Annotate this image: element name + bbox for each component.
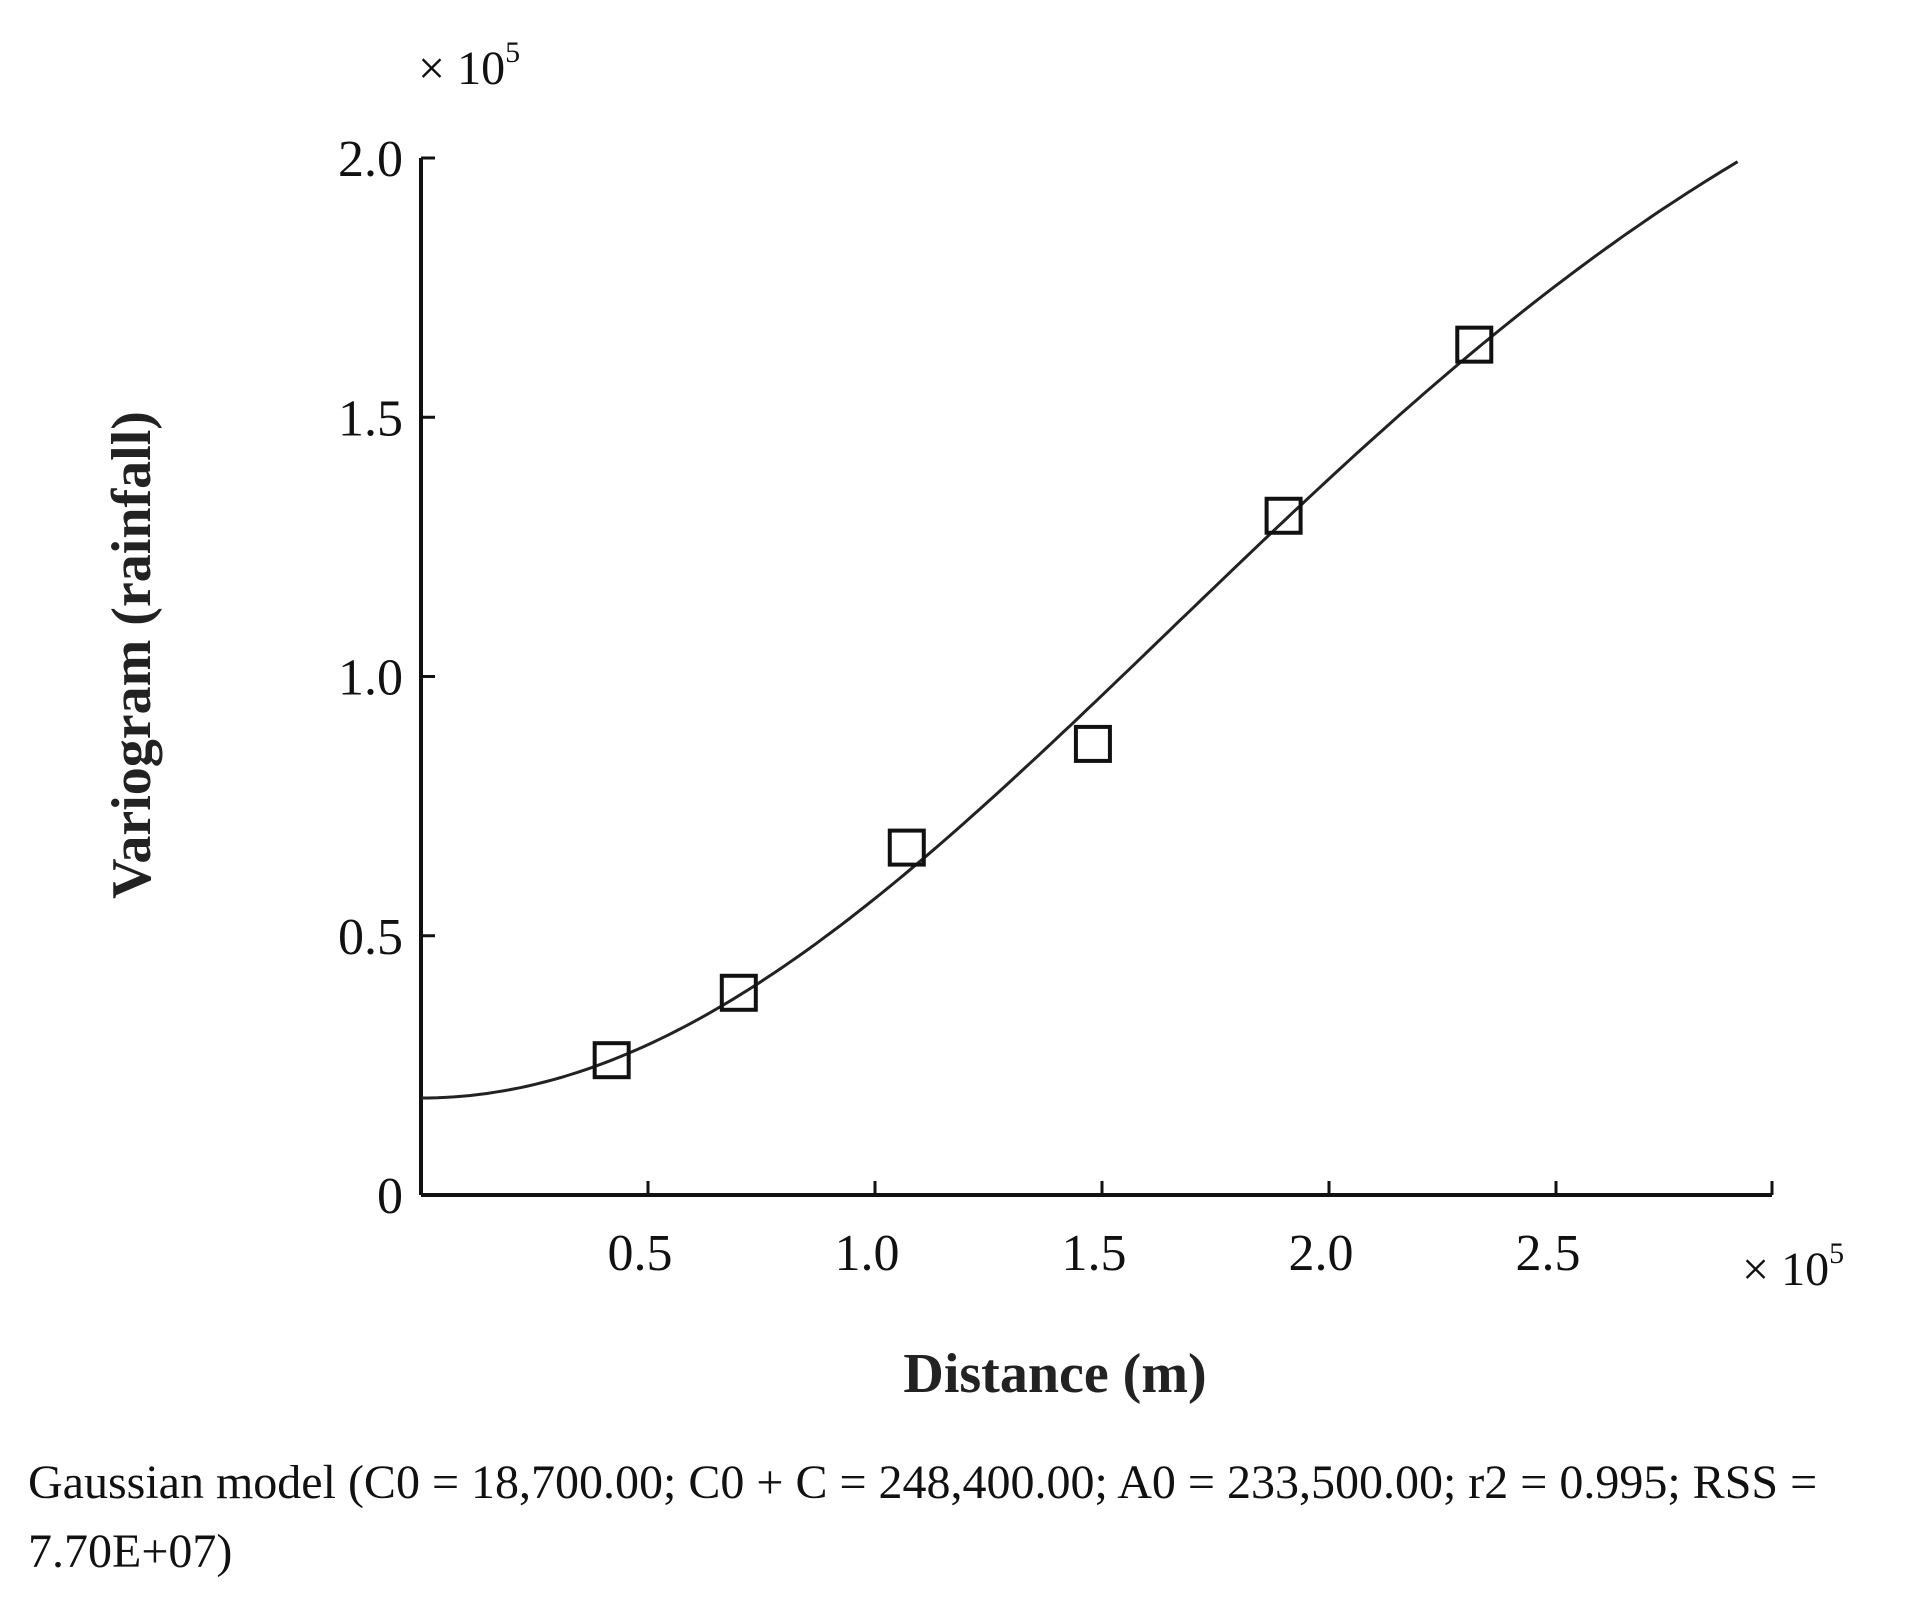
x-axis-title: Distance (m) [903, 1343, 1206, 1405]
y-multiplier-exponent: 5 [505, 36, 520, 69]
y-axis-multiplier: × 105 [418, 36, 520, 95]
data-points [592, 325, 1494, 1080]
x-tick-label: 0.5 [608, 1225, 673, 1282]
y-ticks: 0 0.5 1.0 1.5 2.0 [338, 131, 435, 1225]
x-axis-multiplier: × 105 [1742, 1237, 1844, 1296]
x-multiplier-base: × 10 [1742, 1243, 1829, 1296]
x-tick-label: 1.0 [835, 1225, 900, 1282]
figure-caption: Gaussian model (C0 = 18,700.00; C0 + C =… [28, 1456, 1818, 1578]
data-point-marker [1073, 724, 1112, 763]
axes [419, 158, 1772, 1197]
data-point-marker [1455, 325, 1494, 364]
gaussian-model-curve [421, 160, 1739, 1100]
x-ticks: 0.5 1.0 1.5 2.0 2.5 [608, 1181, 1774, 1282]
variogram-chart: 00.51.01.52.0 0.5 1.0 1.5 2.0 2.5 × 105 × 10… [101, 36, 1844, 1405]
y-multiplier-base: × 10 [418, 42, 505, 95]
y-tick-label: 1.5 [338, 390, 403, 447]
data-point-marker [887, 828, 926, 867]
x-multiplier-exponent: 5 [1829, 1237, 1844, 1270]
x-tick-label: 2.0 [1289, 1225, 1354, 1282]
data-point-marker [719, 973, 758, 1012]
data-point-marker [592, 1041, 631, 1080]
x-tick-label: 1.5 [1062, 1225, 1127, 1282]
y-axis-title: Variogram (rainfall) [101, 411, 163, 899]
y-tick-label: 0 [377, 1168, 403, 1225]
y-tick-label: 1.0 [338, 650, 403, 707]
x-tick-label: 2.5 [1516, 1225, 1581, 1282]
y-tick-label: 2.0 [338, 131, 403, 188]
data-point-marker [1264, 496, 1303, 535]
y-tick-label: 0.5 [338, 909, 403, 966]
